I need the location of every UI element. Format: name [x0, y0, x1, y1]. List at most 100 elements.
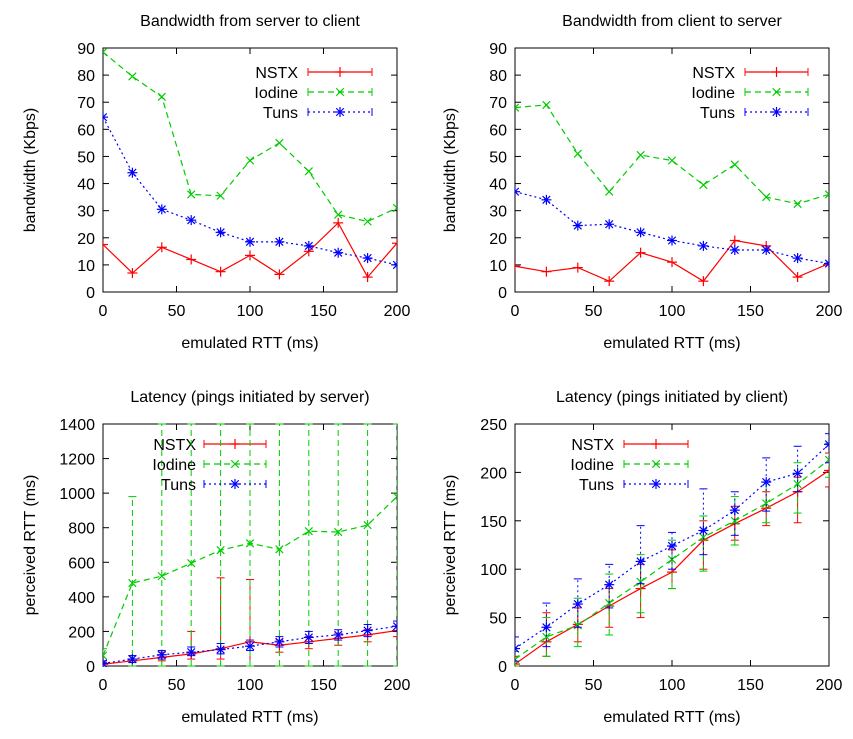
data-point: [636, 150, 645, 160]
data-point: [792, 253, 803, 264]
data-point: [392, 625, 397, 636]
series-nstx: [103, 217, 397, 283]
x-tick-label: 200: [384, 677, 411, 694]
legend-marker: [772, 87, 781, 97]
data-point: [541, 194, 552, 205]
chart-panel-4: Latency (pings initiated by client) emula…: [442, 389, 842, 726]
data-point: [103, 659, 108, 667]
data-point: [216, 191, 225, 200]
data-point: [762, 192, 771, 202]
legend-entry-iodine: Iodine: [691, 85, 809, 102]
y-tick-label: 60: [77, 122, 95, 139]
series-line: [515, 104, 829, 205]
y-tick-label: 70: [489, 95, 507, 112]
y-axis-label: bandwidth (Kbps): [22, 108, 39, 233]
series-tuns: [515, 433, 829, 662]
legend-label: Iodine: [691, 85, 735, 102]
chart-title: Bandwidth from server to client: [140, 13, 360, 30]
series-tuns: [515, 186, 829, 269]
legend-entry-nstx: NSTX: [571, 437, 689, 454]
y-tick-label: 250: [480, 417, 507, 434]
data-point: [635, 247, 646, 258]
data-point: [103, 47, 108, 57]
error-bar: [825, 442, 829, 478]
y-axis-label: perceived RTT (ms): [22, 475, 39, 616]
legend-label: Iodine: [570, 457, 614, 474]
y-tick-label: 200: [480, 465, 507, 482]
error-bar: [216, 423, 225, 667]
plot-frame: [514, 47, 830, 293]
y-tick-label: 800: [68, 521, 95, 538]
x-tick-label: 100: [237, 677, 264, 694]
legend-label: Tuns: [263, 105, 298, 122]
x-tick-label: 150: [737, 677, 764, 694]
error-bar: [393, 423, 397, 667]
legend-label: Tuns: [161, 477, 196, 494]
y-tick-label: 10: [77, 258, 95, 275]
x-tick-label: 50: [168, 303, 186, 320]
data-point: [245, 250, 255, 261]
y-tick-label: 0: [86, 659, 95, 676]
legend-entry-iodine: Iodine: [254, 85, 373, 102]
y-tick-label: 70: [77, 95, 95, 112]
data-point: [793, 479, 802, 489]
data-point: [127, 654, 138, 665]
legend-label: NSTX: [692, 65, 735, 82]
x-tick-label: 150: [310, 677, 337, 694]
data-point: [187, 558, 196, 568]
data-point: [515, 643, 520, 654]
y-axis-label: bandwidth (Kbps): [442, 108, 459, 233]
legend-label: Tuns: [579, 477, 614, 494]
data-point: [392, 203, 397, 213]
legend-marker: [230, 479, 240, 489]
y-tick-label: 50: [489, 149, 507, 166]
data-point: [274, 269, 285, 280]
data-point: [515, 659, 520, 667]
data-point: [635, 556, 646, 567]
legend-entry-tuns: Tuns: [579, 477, 689, 494]
y-tick-label: 0: [86, 285, 95, 302]
legend-marker: [230, 459, 240, 469]
data-point: [762, 499, 771, 508]
x-tick-label: 0: [511, 677, 520, 694]
data-point: [699, 180, 708, 190]
legend-entry-tuns: Tuns: [161, 477, 267, 494]
data-point: [824, 439, 829, 450]
x-tick-label: 200: [816, 303, 843, 320]
data-point: [187, 190, 196, 199]
data-point: [303, 240, 314, 251]
data-point: [275, 545, 284, 554]
error-bar: [668, 531, 676, 570]
legend-entry-tuns: Tuns: [263, 105, 373, 122]
error-bar: [334, 423, 343, 667]
data-point: [362, 625, 373, 636]
legend-entry-nstx: NSTX: [255, 65, 373, 82]
series-line: [515, 459, 829, 660]
data-point: [698, 240, 709, 251]
data-point: [792, 272, 803, 283]
data-point: [792, 468, 803, 479]
data-point: [572, 262, 583, 273]
series-iodine: [515, 100, 829, 209]
data-point: [245, 156, 255, 165]
y-tick-label: 90: [77, 41, 95, 58]
data-point: [667, 540, 677, 551]
error-bar: [157, 423, 166, 667]
data-point: [303, 632, 314, 643]
legend-marker: [771, 107, 782, 117]
error-bar: [275, 423, 284, 667]
error-bar: [515, 636, 519, 662]
legend-entry-nstx: NSTX: [153, 437, 267, 454]
legend-marker: [651, 479, 661, 489]
data-point: [363, 520, 372, 530]
data-point: [605, 187, 614, 196]
data-point: [363, 217, 372, 226]
data-point: [156, 242, 167, 253]
series-tuns: [103, 620, 397, 667]
chart-title: Bandwidth from client to server: [562, 13, 782, 30]
chart-title: Latency (pings initiated by server): [130, 389, 369, 406]
data-point: [392, 492, 397, 501]
x-axis-label: emulated RTT (ms): [181, 335, 318, 352]
series-line: [515, 191, 829, 265]
